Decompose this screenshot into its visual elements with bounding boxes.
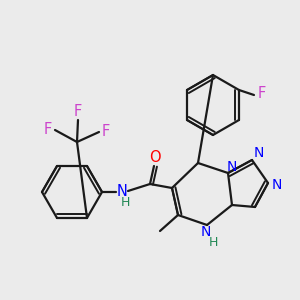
Text: H: H	[120, 196, 130, 208]
Text: N: N	[201, 225, 211, 239]
Text: F: F	[74, 104, 82, 119]
Text: F: F	[258, 86, 266, 101]
Text: N: N	[227, 160, 237, 174]
Text: N: N	[117, 184, 128, 200]
Text: F: F	[44, 122, 52, 136]
Text: N: N	[254, 146, 264, 160]
Text: O: O	[149, 149, 161, 164]
Text: N: N	[272, 178, 282, 192]
Text: F: F	[102, 124, 110, 139]
Text: H: H	[208, 236, 218, 248]
